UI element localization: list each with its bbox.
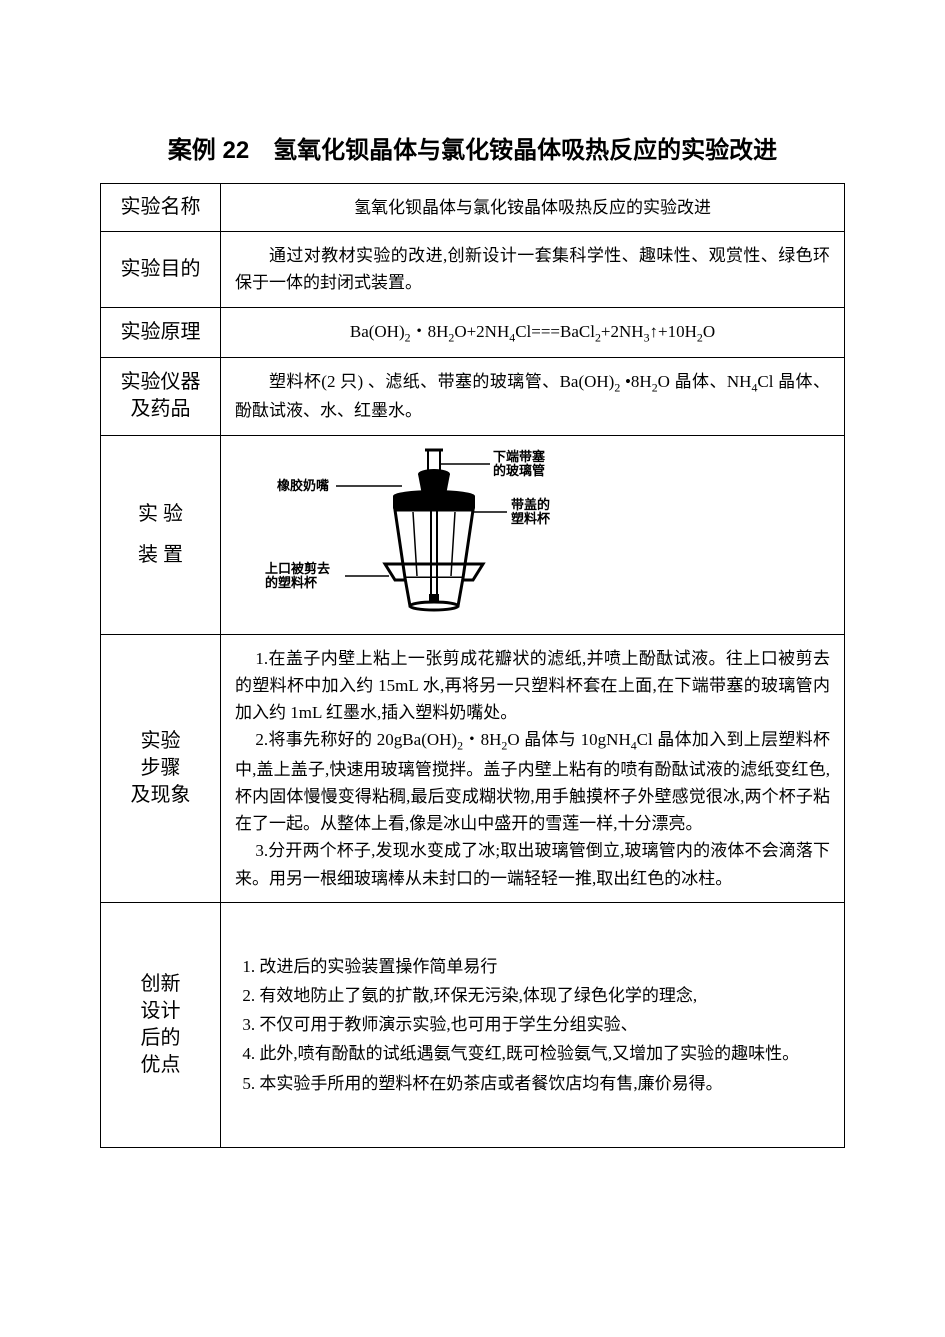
apparatus-label-nipple: 橡胶奶嘴 xyxy=(277,478,329,493)
apparatus-label-lidcup: 带盖的塑料杯 xyxy=(511,497,551,526)
table-row: 实验名称 氢氧化钡晶体与氯化铵晶体吸热反应的实验改进 xyxy=(101,184,845,232)
row-label-purpose: 实验目的 xyxy=(101,232,221,307)
label-line: 实验仪器 xyxy=(107,369,214,396)
apparatus-label-tube: 下端带塞的玻璃管 xyxy=(493,449,546,478)
table-row: 实验目的 通过对教材实验的改进,创新设计一套集科学性、趣味性、观赏性、绿色环保于… xyxy=(101,232,845,307)
step-1: 1.在盖子内壁上粘上一张剪成花瓣状的滤纸,并喷上酚酞试液。往上口被剪去的塑料杯中… xyxy=(235,645,830,727)
label-line: 优点 xyxy=(107,1052,214,1079)
row-label-advantages: 创新 设计 后的 优点 xyxy=(101,902,221,1147)
row-label-apparatus: 实 验 装 置 xyxy=(101,435,221,634)
experiment-table: 实验名称 氢氧化钡晶体与氯化铵晶体吸热反应的实验改进 实验目的 通过对教材实验的… xyxy=(100,183,845,1148)
label-line: 后的 xyxy=(107,1025,214,1052)
row-content-principle: Ba(OH)2・8H2O+2NH4Cl===BaCl2+2NH3↑+10H2O xyxy=(221,307,845,357)
table-row: 实验原理 Ba(OH)2・8H2O+2NH4Cl===BaCl2+2NH3↑+1… xyxy=(101,307,845,357)
label-line: 装 置 xyxy=(107,542,214,569)
row-label-steps: 实验 步骤 及现象 xyxy=(101,634,221,902)
list-item: 不仅可用于教师演示实验,也可用于学生分组实验、 xyxy=(259,1011,826,1038)
label-line: 创新 xyxy=(107,971,214,998)
label-line: 设计 xyxy=(107,998,214,1025)
label-line: 步骤 xyxy=(107,755,214,782)
row-content-advantages: 改进后的实验装置操作简单易行 有效地防止了氨的扩散,环保无污染,体现了绿色化学的… xyxy=(221,902,845,1147)
table-row: 实验 步骤 及现象 1.在盖子内壁上粘上一张剪成花瓣状的滤纸,并喷上酚酞试液。往… xyxy=(101,634,845,902)
table-row: 实验仪器 及药品 塑料杯(2 只) 、滤纸、带塞的玻璃管、Ba(OH)2 •8H… xyxy=(101,358,845,436)
label-line: 及药品 xyxy=(107,396,214,423)
table-row: 实 验 装 置 xyxy=(101,435,845,634)
apparatus-label-cutcup: 上口被剪去的塑料杯 xyxy=(265,561,330,590)
purpose-text: 通过对教材实验的改进,创新设计一套集科学性、趣味性、观赏性、绿色环保于一体的封闭… xyxy=(235,242,830,296)
apparatus-diagram: 下端带塞的玻璃管 橡胶奶嘴 带盖的塑料杯 上口被剪去的塑料杯 xyxy=(235,446,615,624)
apparatus-svg-icon: 下端带塞的玻璃管 橡胶奶嘴 带盖的塑料杯 上口被剪去的塑料杯 xyxy=(235,446,615,616)
step-3: 3.分开两个杯子,发现水变成了冰;取出玻璃管倒立,玻璃管内的液体不会滴落下来。用… xyxy=(235,837,830,891)
row-content-purpose: 通过对教材实验的改进,创新设计一套集科学性、趣味性、观赏性、绿色环保于一体的封闭… xyxy=(221,232,845,307)
advantages-list: 改进后的实验装置操作简单易行 有效地防止了氨的扩散,环保无污染,体现了绿色化学的… xyxy=(259,953,826,1097)
list-item: 本实验手所用的塑料杯在奶茶店或者餐饮店均有售,廉价易得。 xyxy=(259,1070,826,1097)
row-label-instruments: 实验仪器 及药品 xyxy=(101,358,221,436)
experiment-name-text: 氢氧化钡晶体与氯化铵晶体吸热反应的实验改进 xyxy=(354,198,711,217)
instruments-text: 塑料杯(2 只) 、滤纸、带塞的玻璃管、Ba(OH)2 •8H2O 晶体、NH4… xyxy=(235,368,830,425)
list-item: 此外,喷有酚酞的试纸遇氨气变红,既可检验氨气,又增加了实验的趣味性。 xyxy=(259,1040,826,1067)
row-content-name: 氢氧化钡晶体与氯化铵晶体吸热反应的实验改进 xyxy=(221,184,845,232)
page: 案例 22 氢氧化钡晶体与氯化铵晶体吸热反应的实验改进 实验名称 氢氧化钡晶体与… xyxy=(0,0,945,1208)
row-content-steps: 1.在盖子内壁上粘上一张剪成花瓣状的滤纸,并喷上酚酞试液。往上口被剪去的塑料杯中… xyxy=(221,634,845,902)
row-label-name: 实验名称 xyxy=(101,184,221,232)
step-2: 2.将事先称好的 20gBa(OH)2・8H2O 晶体与 10gNH4Cl 晶体… xyxy=(235,726,830,837)
page-title: 案例 22 氢氧化钡晶体与氯化铵晶体吸热反应的实验改进 xyxy=(100,130,845,165)
label-line: 实 验 xyxy=(107,501,214,528)
row-label-principle: 实验原理 xyxy=(101,307,221,357)
table-row: 创新 设计 后的 优点 改进后的实验装置操作简单易行 有效地防止了氨的扩散,环保… xyxy=(101,902,845,1147)
label-line: 实验 xyxy=(107,728,214,755)
principle-formula: Ba(OH)2・8H2O+2NH4Cl===BaCl2+2NH3↑+10H2O xyxy=(350,322,715,341)
list-item: 改进后的实验装置操作简单易行 xyxy=(259,953,826,980)
row-content-apparatus: 下端带塞的玻璃管 橡胶奶嘴 带盖的塑料杯 上口被剪去的塑料杯 xyxy=(221,435,845,634)
list-item: 有效地防止了氨的扩散,环保无污染,体现了绿色化学的理念, xyxy=(259,982,826,1009)
row-content-instruments: 塑料杯(2 只) 、滤纸、带塞的玻璃管、Ba(OH)2 •8H2O 晶体、NH4… xyxy=(221,358,845,436)
label-line: 及现象 xyxy=(107,782,214,809)
